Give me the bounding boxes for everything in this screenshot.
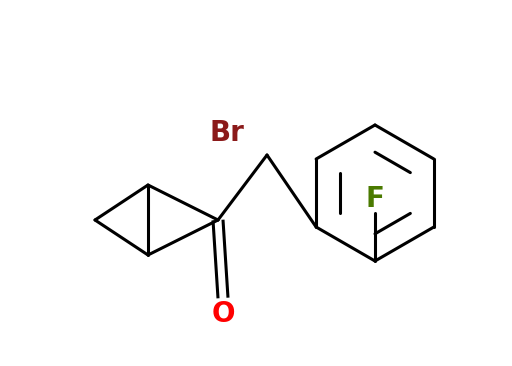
Text: O: O <box>211 300 234 328</box>
Text: Br: Br <box>209 119 244 147</box>
Text: F: F <box>366 185 385 213</box>
